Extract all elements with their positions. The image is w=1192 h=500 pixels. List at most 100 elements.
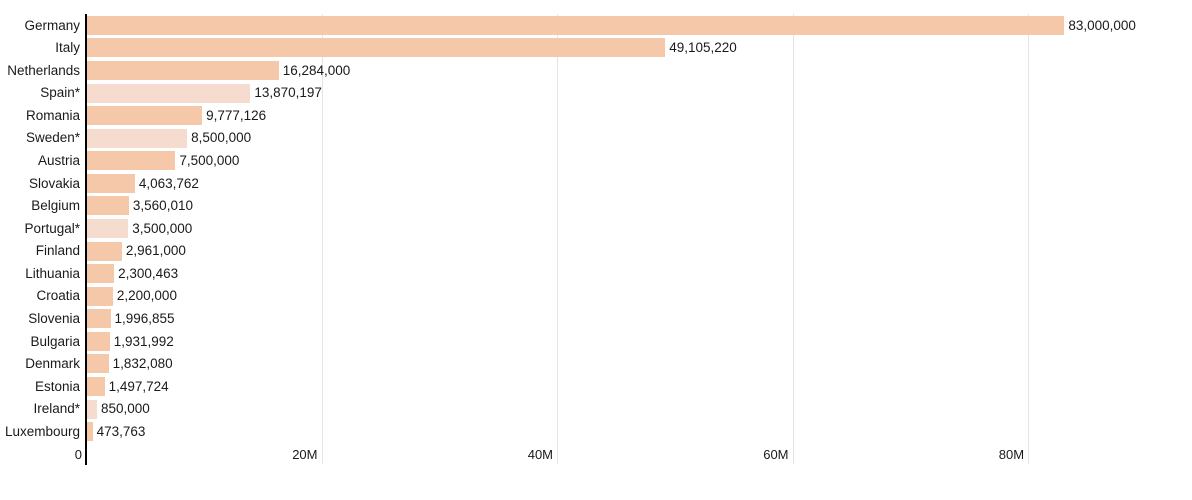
bar [87, 196, 129, 216]
bar-track: 1,996,855 [87, 309, 1192, 329]
bar-row: Belgium 3,560,010 [0, 195, 1192, 218]
value-label: 83,000,000 [1068, 17, 1136, 33]
bar [87, 286, 113, 306]
category-label: Belgium [31, 198, 80, 214]
value-label: 2,300,463 [118, 265, 179, 281]
bar [87, 173, 135, 193]
category-label: Germany [24, 17, 80, 33]
category-label: Romania [25, 107, 80, 123]
bar-track: 2,961,000 [87, 241, 1192, 261]
bar-row: Austria 7,500,000 [0, 149, 1192, 172]
bar-row: Finland 2,961,000 [0, 240, 1192, 263]
value-label: 1,931,992 [113, 333, 174, 349]
x-tick-label: 80M [998, 447, 1025, 462]
value-label: 3,500,000 [132, 220, 193, 236]
value-label: 16,284,000 [282, 62, 351, 78]
gridline [321, 14, 323, 464]
bar-track: 3,560,010 [87, 196, 1192, 216]
bar [87, 399, 97, 419]
bar [87, 241, 122, 261]
bar-row: Romania 9,777,126 [0, 104, 1192, 127]
bar-row: Croatia 2,200,000 [0, 285, 1192, 308]
bar-row: Bulgaria 1,931,992 [0, 330, 1192, 353]
value-label: 1,832,080 [112, 356, 173, 372]
category-label: Slovenia [28, 311, 80, 327]
bar [87, 106, 203, 126]
bar-track: 850,000 [87, 399, 1192, 419]
value-label: 49,105,220 [669, 40, 737, 56]
value-label: 13,870,197 [254, 85, 322, 101]
bar-row: Slovakia 4,063,762 [0, 172, 1192, 195]
category-label: Croatia [36, 288, 80, 304]
bar [87, 83, 251, 103]
category-label: Netherlands [7, 62, 80, 78]
bar [87, 354, 109, 374]
value-label: 2,961,000 [125, 243, 186, 259]
value-label: 8,500,000 [191, 130, 252, 146]
bar-row: Estonia 1,497,724 [0, 375, 1192, 398]
value-label: 4,063,762 [138, 175, 199, 191]
category-label: Austria [37, 153, 80, 168]
bar-row: Germany 83,000,000 [0, 14, 1192, 37]
bar-row: Lithuania 2,300,463 [0, 262, 1192, 285]
bar-track: 83,000,000 [87, 15, 1192, 35]
gridline [1028, 14, 1030, 464]
bar-track: 2,300,463 [87, 264, 1192, 284]
category-label: Ireland* [33, 401, 80, 417]
category-label: Luxembourg [4, 423, 80, 439]
category-label: Portugal* [24, 220, 80, 236]
x-tick-label: 0 [74, 447, 82, 462]
gridline [557, 14, 559, 464]
bar-row: Netherlands 16,284,000 [0, 59, 1192, 82]
bar [87, 377, 105, 397]
bar-track: 49,105,220 [87, 38, 1192, 58]
bar-row: Ireland* 850,000 [0, 398, 1192, 421]
category-label: Lithuania [25, 265, 80, 281]
bar [87, 15, 1065, 35]
value-label: 1,996,855 [114, 311, 175, 327]
category-label: Bulgaria [30, 333, 80, 349]
bar-row: Luxembourg 473,763 [0, 420, 1192, 443]
bar-track: 8,500,000 [87, 128, 1192, 148]
category-label: Estonia [34, 378, 80, 394]
bar [87, 309, 111, 329]
value-label: 2,200,000 [116, 288, 177, 304]
bar [87, 331, 110, 351]
bar-track: 7,500,000 [87, 151, 1192, 171]
category-label: Spain* [40, 85, 80, 101]
bar [87, 38, 666, 58]
category-label: Denmark [25, 356, 80, 372]
gridline [792, 14, 794, 464]
x-tick-label: 40M [527, 447, 554, 462]
bar-row: Italy 49,105,220 [0, 37, 1192, 60]
value-label: 3,560,010 [132, 198, 193, 214]
bar-track: 1,931,992 [87, 331, 1192, 351]
bar [87, 151, 176, 171]
bar-track: 1,497,724 [87, 377, 1192, 397]
bar-row: Portugal* 3,500,000 [0, 217, 1192, 240]
y-axis-line [85, 14, 87, 465]
bar-row: Sweden* 8,500,000 [0, 127, 1192, 150]
bar-track: 4,063,762 [87, 173, 1192, 193]
bar [87, 264, 115, 284]
category-label: Finland [35, 243, 80, 259]
bar-row: Slovenia 1,996,855 [0, 308, 1192, 331]
value-label: 473,763 [96, 423, 146, 439]
bar-track: 9,777,126 [87, 106, 1192, 126]
value-label: 1,497,724 [108, 378, 169, 394]
value-label: 7,500,000 [179, 153, 240, 168]
bar-track: 13,870,197 [87, 83, 1192, 103]
bar-track: 16,284,000 [87, 60, 1192, 80]
bar [87, 218, 129, 238]
value-label: 850,000 [101, 401, 150, 417]
bar [87, 422, 93, 442]
bar [87, 128, 188, 148]
x-tick-label: 20M [292, 447, 318, 462]
bar-rows: Germany 83,000,000 Italy 49,105,220 Netherla… [0, 14, 1192, 443]
bar-row: Denmark 1,832,080 [0, 353, 1192, 376]
x-tick-label: 60M [763, 447, 789, 462]
bar-track: 473,763 [87, 422, 1192, 442]
bar [87, 60, 279, 80]
bar-row: Spain* 13,870,197 [0, 82, 1192, 105]
